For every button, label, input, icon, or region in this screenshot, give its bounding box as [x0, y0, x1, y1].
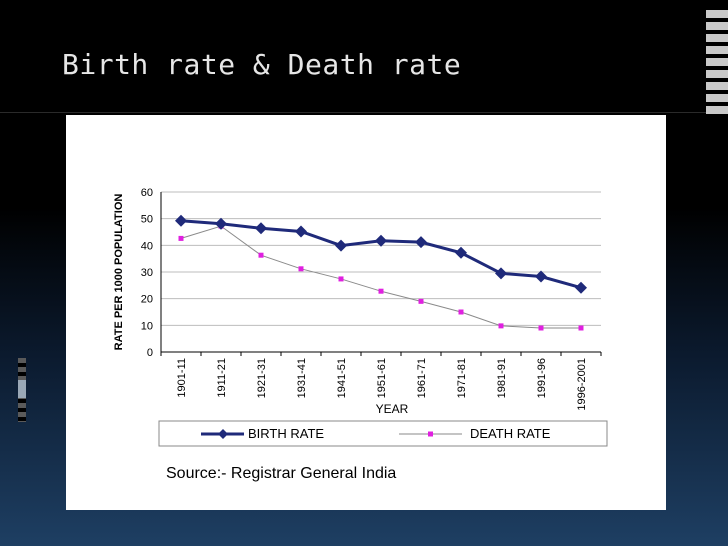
x-tick-label: 1911-21	[216, 358, 228, 398]
death-rate-point	[338, 276, 344, 282]
series-layer	[175, 214, 587, 331]
death-rate-point	[298, 266, 304, 272]
y-tick-label: 30	[141, 267, 153, 279]
birth-rate-point	[455, 246, 467, 259]
death-rate-point	[498, 323, 504, 329]
x-tick-label: 1991-96	[536, 358, 548, 398]
chart-figure: 0 10 20 30 40 50 60 1901-11 1911-21 1921-31 1931-4…	[66, 115, 666, 510]
death-rate-point	[578, 325, 584, 331]
decorative-stripes	[706, 10, 728, 118]
y-axis-label: RATE PER 1000 POPULATION	[113, 194, 125, 351]
birth-rate-point	[575, 281, 587, 294]
source-note: Source:- Registrar General India	[166, 465, 397, 482]
birth-rate-point	[255, 222, 267, 235]
y-tick-label: 10	[141, 320, 153, 332]
title-divider	[0, 112, 728, 113]
y-tick-label: 50	[141, 214, 153, 226]
death-rate-point	[378, 288, 384, 294]
birth-rate-point	[535, 270, 547, 283]
birth-rate-point	[495, 267, 507, 280]
birth-rate-line	[180, 219, 582, 290]
axis-layer: 0 10 20 30 40 50 60 1901-11 1911-21 1921-31 1931-4…	[141, 187, 602, 411]
legend: BIRTH RATE DEATH RATE	[158, 420, 608, 447]
x-tick-label: 1971-81	[456, 358, 468, 398]
y-tick-label: 60	[141, 187, 153, 199]
y-tick-label: 40	[141, 240, 153, 252]
birth-rate-point	[295, 225, 307, 238]
death-rate-point	[418, 298, 424, 304]
death-rate-point	[538, 325, 544, 331]
birth-rate-point	[335, 239, 347, 252]
birth-rate-point	[415, 236, 427, 249]
slide-title: Birth rate & Death rate	[62, 48, 462, 81]
birth-rate-point	[175, 214, 187, 227]
death-rate-point	[258, 252, 264, 258]
death-rate-point	[458, 309, 464, 315]
birth-rate-point	[215, 217, 227, 230]
y-tick-label: 20	[141, 294, 153, 306]
legend-death-marker	[428, 431, 433, 437]
legend-birth-marker	[218, 429, 228, 439]
x-axis-label: YEAR	[376, 402, 409, 416]
line-chart: 0 10 20 30 40 50 60 1901-11 1911-21 1921-31 1931-4…	[113, 187, 608, 447]
x-tick-label: 1901-11	[176, 358, 188, 398]
legend-birth-label: BIRTH RATE	[248, 426, 324, 441]
x-tick-label: 1931-41	[296, 358, 308, 398]
x-tick-label: 1951-61	[376, 358, 388, 398]
birth-rate-point	[375, 234, 387, 247]
death-rate-point	[178, 235, 184, 241]
y-tick-label: 0	[147, 347, 153, 359]
x-tick-label: 1996-2001	[576, 358, 588, 411]
decorative-bar-accent	[18, 380, 26, 398]
x-tick-label: 1981-91	[496, 358, 508, 398]
grid-layer	[161, 191, 601, 326]
x-tick-label: 1941-51	[336, 358, 348, 398]
legend-death-label: DEATH RATE	[470, 426, 551, 441]
x-tick-label: 1961-71	[416, 358, 428, 398]
x-tick-label: 1921-31	[256, 358, 268, 398]
